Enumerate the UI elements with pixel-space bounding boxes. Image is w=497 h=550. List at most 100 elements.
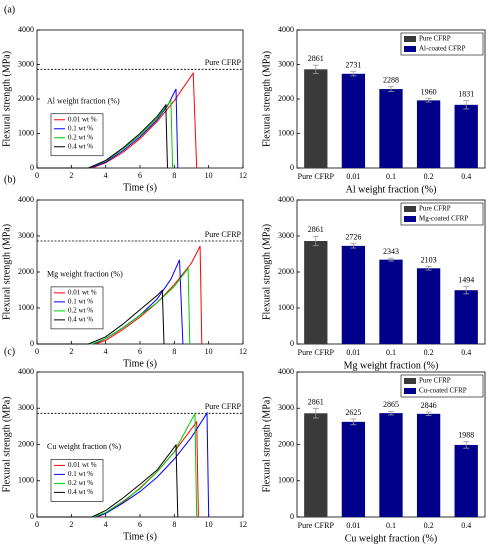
y-tick-label: 2000 [18, 439, 34, 448]
x-tick-label: 8 [172, 347, 176, 356]
legend-label: Mg-coated CFRP [419, 215, 468, 223]
legend-label: 0.2 wt % [68, 306, 93, 314]
y-tick-label: 0 [30, 339, 34, 348]
data-label: 1831 [458, 90, 474, 99]
reference-label: Pure CFRP [205, 58, 242, 67]
data-label: 2861 [308, 54, 324, 63]
y-tick-label: 3000 [278, 403, 294, 412]
data-line [37, 411, 198, 518]
y-tick-label: 1000 [278, 303, 294, 312]
y-tick-label: 4000 [278, 195, 294, 204]
x-tick-label: Pure CFRP [298, 348, 335, 357]
x-tick-label: 12 [239, 520, 247, 529]
error-bar [350, 418, 357, 426]
bar [304, 241, 328, 344]
error-bar [425, 266, 432, 271]
x-tick-label: 0 [35, 347, 39, 356]
error-bar [463, 100, 470, 110]
x-tick-label: 0 [35, 520, 39, 529]
legend-swatch [404, 206, 416, 212]
panel-label: (c) [4, 346, 15, 357]
y-tick-label: 3000 [18, 403, 34, 412]
x-tick-label: 8 [172, 520, 176, 529]
legend-swatch [404, 216, 416, 222]
data-label: 2731 [345, 61, 361, 70]
reference-label: Pure CFRP [205, 230, 242, 239]
annotation: Cu weight fraction (%) [47, 442, 121, 451]
annotation: Al weight fraction (%) [47, 97, 120, 106]
data-label: 2625 [345, 408, 361, 417]
x-tick-label: 6 [138, 171, 142, 180]
panel-label: (a) [4, 4, 15, 15]
bar [341, 421, 366, 517]
error-bar [463, 286, 470, 295]
y-tick-label: 0 [290, 339, 294, 348]
legend-swatch [404, 378, 416, 384]
error-bar [463, 441, 470, 449]
data-label: 2846 [421, 401, 437, 410]
y-tick-label: 4000 [18, 367, 34, 376]
x-tick-label: Pure CFRP [298, 521, 335, 530]
legend-box [400, 32, 484, 56]
y-tick-label: 4000 [18, 195, 34, 204]
x-axis-title: Cu weight fraction (%) [345, 533, 437, 544]
y-axis-title: Flexural strength (MPa) [261, 51, 272, 147]
y-tick-label: 3000 [278, 231, 294, 240]
legend-label: Pure CFRP [419, 205, 451, 213]
legend-box [400, 202, 484, 226]
legend-label: Cu-coated CFRP [419, 387, 467, 395]
data-label: 1988 [458, 431, 474, 440]
bar [304, 69, 328, 168]
x-axis-title: Time (s) [123, 358, 157, 369]
x-tick-label: 0.1 [386, 348, 396, 357]
x-tick-label: 10 [205, 171, 213, 180]
data-label: 2861 [308, 397, 324, 406]
bar [454, 290, 478, 344]
y-tick-label: 3000 [18, 59, 34, 68]
legend-label: 0.2 wt % [68, 479, 93, 487]
x-tick-label: 0.1 [386, 521, 396, 530]
legend-label: 0.4 wt % [68, 315, 93, 323]
y-tick-label: 3000 [278, 59, 294, 68]
x-tick-label: 0.2 [424, 348, 434, 357]
bar [304, 413, 328, 517]
panel-label: (b) [4, 174, 16, 185]
y-tick-label: 0 [290, 163, 294, 172]
legend-swatch [404, 36, 416, 42]
data-label: 2103 [421, 255, 437, 264]
x-tick-label: Pure CFRP [298, 172, 335, 181]
error-bar [312, 64, 319, 74]
x-tick-label: 0.4 [461, 172, 471, 181]
legend-label: 0.1 wt % [68, 470, 93, 478]
data-label: 2343 [383, 247, 399, 256]
data-label: 1494 [458, 275, 474, 284]
data-label: 2726 [345, 233, 361, 242]
x-tick-label: 6 [138, 520, 142, 529]
y-tick-label: 1000 [18, 128, 34, 137]
error-bar [425, 411, 432, 417]
bar [454, 444, 478, 517]
legend-label: Pure CFRP [419, 35, 451, 43]
x-tick-label: 2 [69, 520, 73, 529]
x-tick-label: 0.2 [424, 172, 434, 181]
bar [379, 413, 403, 517]
y-axis-title: Flexural strength (MPa) [1, 224, 12, 320]
data-label: 1960 [421, 87, 437, 96]
y-tick-label: 0 [290, 512, 294, 521]
x-tick-label: 2 [69, 347, 73, 356]
y-tick-label: 0 [30, 163, 34, 172]
legend-box [50, 113, 104, 157]
data-line [37, 289, 165, 345]
data-line [37, 71, 198, 169]
error-bar [388, 257, 394, 262]
x-axis-title: Time (s) [123, 531, 157, 542]
error-bar [425, 98, 432, 103]
legend-box [50, 459, 104, 502]
legend-label: 0.4 wt % [68, 142, 93, 150]
bar [379, 89, 403, 168]
x-tick-label: 0.01 [346, 348, 360, 357]
legend-label: 0.2 wt % [68, 133, 93, 141]
y-tick-label: 1000 [278, 476, 294, 485]
error-bar [388, 86, 394, 92]
data-label: 2861 [308, 225, 324, 234]
